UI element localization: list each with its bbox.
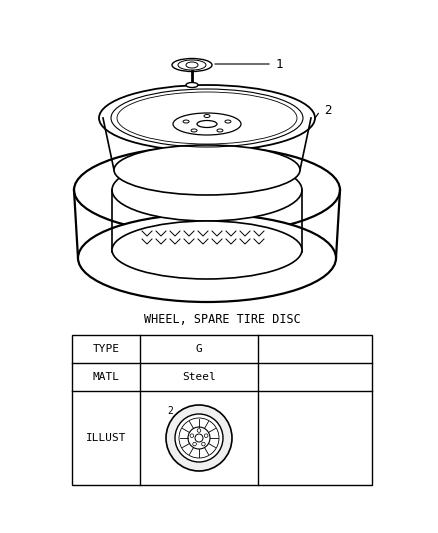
Ellipse shape [74, 146, 340, 234]
Ellipse shape [204, 115, 210, 117]
Text: Steel: Steel [182, 372, 216, 382]
Text: ILLUST: ILLUST [86, 433, 126, 443]
Text: 2: 2 [167, 406, 173, 416]
Ellipse shape [172, 59, 212, 71]
Circle shape [195, 434, 203, 442]
Circle shape [193, 442, 196, 446]
Ellipse shape [173, 113, 241, 135]
Text: G: G [196, 344, 202, 354]
Ellipse shape [183, 120, 189, 123]
Circle shape [179, 418, 219, 458]
Text: WHEEL, SPARE TIRE DISC: WHEEL, SPARE TIRE DISC [144, 313, 300, 326]
Circle shape [190, 434, 194, 438]
Circle shape [166, 405, 232, 471]
Ellipse shape [112, 159, 302, 221]
Circle shape [175, 414, 223, 462]
Bar [72, 335, 372, 485]
Ellipse shape [114, 145, 300, 195]
Circle shape [188, 427, 210, 449]
Ellipse shape [99, 85, 315, 151]
Ellipse shape [191, 129, 197, 132]
Ellipse shape [217, 129, 223, 132]
Text: 2: 2 [324, 104, 332, 117]
Text: TYPE: TYPE [92, 344, 120, 354]
Ellipse shape [112, 221, 302, 279]
Ellipse shape [78, 214, 336, 302]
Circle shape [201, 442, 205, 446]
Circle shape [197, 429, 201, 432]
Ellipse shape [225, 120, 231, 123]
Text: 1: 1 [276, 58, 283, 70]
Ellipse shape [197, 120, 217, 127]
Ellipse shape [186, 83, 198, 87]
Circle shape [205, 434, 208, 438]
Text: MATL: MATL [92, 372, 120, 382]
